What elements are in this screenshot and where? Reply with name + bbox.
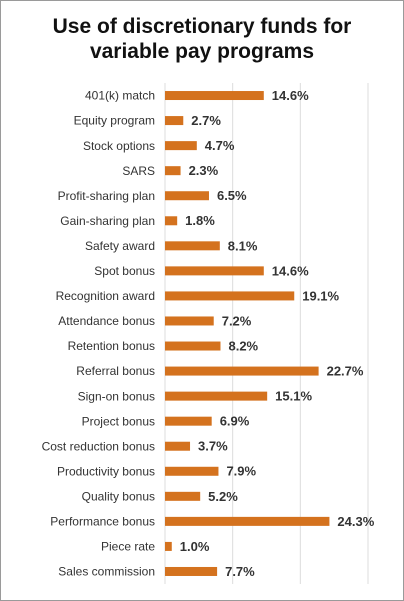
value-label: 8.2% — [228, 338, 258, 353]
category-label: Piece rate — [101, 540, 155, 554]
category-label: Cost reduction bonus — [42, 439, 155, 453]
value-label: 2.3% — [189, 163, 219, 178]
bar — [165, 166, 181, 176]
value-label: 4.7% — [205, 138, 235, 153]
value-label: 15.1% — [275, 389, 312, 404]
value-label: 6.9% — [220, 414, 250, 429]
value-label: 1.8% — [185, 213, 215, 228]
bar — [165, 366, 319, 376]
value-label: 19.1% — [302, 288, 339, 303]
bar — [165, 491, 201, 501]
bar — [165, 266, 264, 276]
category-label: Recognition award — [56, 289, 155, 303]
category-label: SARS — [122, 164, 155, 178]
bar — [165, 216, 178, 226]
value-label: 2.7% — [191, 113, 221, 128]
category-label: Referral bonus — [76, 364, 155, 378]
category-label: Retention bonus — [68, 339, 155, 353]
value-label: 14.6% — [272, 88, 309, 103]
bar — [165, 91, 264, 101]
category-label: 401(k) match — [85, 89, 155, 103]
category-label: Equity program — [74, 114, 155, 128]
category-label: Quality bonus — [82, 489, 155, 503]
category-label: Attendance bonus — [58, 314, 155, 328]
chart-title: Use of discretionary funds for variable … — [52, 15, 352, 63]
bar — [165, 516, 330, 526]
bar — [165, 116, 184, 126]
category-label: Stock options — [83, 139, 155, 153]
value-label: 7.7% — [225, 564, 255, 579]
bar — [165, 341, 221, 351]
bar — [165, 566, 218, 576]
category-label: Performance bonus — [50, 515, 155, 529]
bar — [165, 191, 209, 201]
category-label: Productivity bonus — [57, 464, 155, 478]
bar — [165, 391, 268, 401]
bar — [165, 141, 197, 151]
category-label: Gain-sharing plan — [60, 214, 155, 228]
value-label: 3.7% — [198, 439, 228, 454]
value-label: 7.9% — [226, 464, 256, 479]
category-label: Spot bonus — [94, 264, 155, 278]
bar — [165, 241, 220, 251]
value-label: 6.5% — [217, 188, 247, 203]
value-label: 14.6% — [272, 263, 309, 278]
category-label: Sales commission — [58, 565, 155, 579]
category-label: Profit-sharing plan — [58, 189, 155, 203]
value-label: 24.3% — [337, 514, 374, 529]
category-label: Safety award — [85, 239, 155, 253]
bar — [165, 291, 295, 301]
category-label: Sign-on bonus — [78, 389, 155, 403]
value-label: 1.0% — [180, 539, 210, 554]
bar — [165, 416, 212, 426]
value-label: 8.1% — [228, 238, 258, 253]
bar — [165, 466, 219, 476]
bar — [165, 441, 191, 451]
bar — [165, 541, 172, 551]
value-label: 22.7% — [327, 364, 364, 379]
bar — [165, 316, 214, 326]
value-label: 7.2% — [222, 313, 252, 328]
value-label: 5.2% — [208, 489, 238, 504]
category-label: Project bonus — [82, 414, 155, 428]
